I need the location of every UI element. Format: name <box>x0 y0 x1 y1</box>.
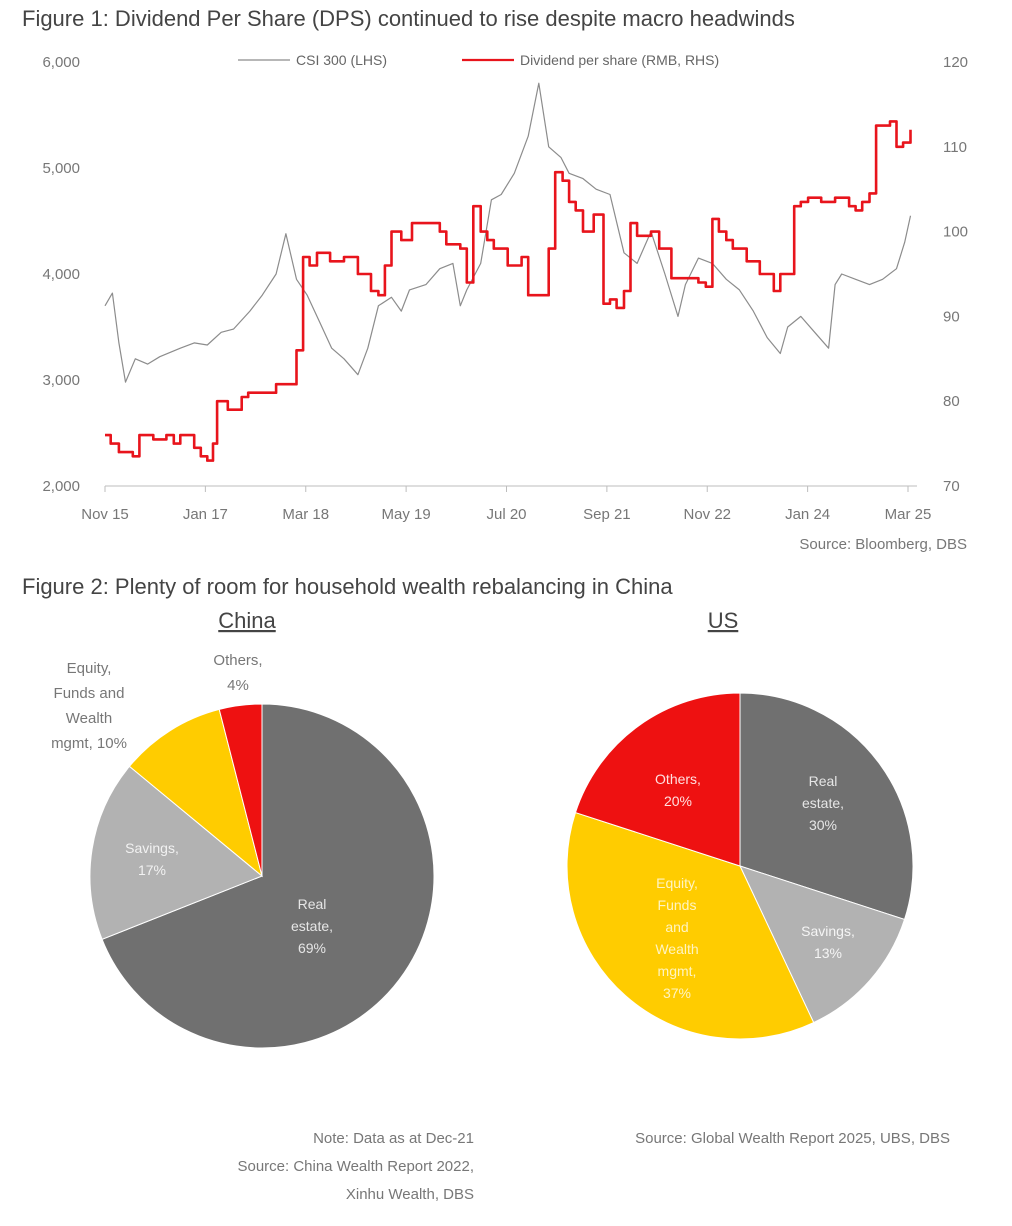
x-tick-label: Sep 21 <box>583 506 631 523</box>
figure1-source: Source: Bloomberg, DBS <box>799 536 967 553</box>
x-tick-label: May 19 <box>382 506 431 523</box>
china-slice-others <box>218 703 263 877</box>
y-right-tick-label: 90 <box>943 308 960 325</box>
china-label-equity: mgmt, 10% <box>51 735 127 752</box>
us-label-equity: mgmt, <box>658 963 697 979</box>
y-right-tick-label: 120 <box>943 54 968 71</box>
y-right-tick-label: 80 <box>943 393 960 410</box>
x-tick-label: Jan 24 <box>785 506 830 523</box>
china-note-line: Xinhu Wealth, DBS <box>346 1186 474 1203</box>
dps-series-line <box>105 120 912 462</box>
china-pie-chart: China Real estate, 69% Savings, 17% Equity, Fun… <box>51 608 474 1203</box>
us-label-equity: 37% <box>663 985 691 1001</box>
x-tick-label: Nov 22 <box>683 506 731 523</box>
us-label-real-estate: 30% <box>809 817 837 833</box>
x-tick-label: Mar 25 <box>885 506 932 523</box>
us-source: Source: Global Wealth Report 2025, UBS, … <box>635 1130 950 1147</box>
y-left-tick-label: 6,000 <box>42 54 80 71</box>
x-tick-label: Jan 17 <box>183 506 228 523</box>
y-right-tick-label: 110 <box>943 139 967 156</box>
us-label-equity: Wealth <box>655 941 698 957</box>
us-label-savings: Savings, <box>801 923 855 939</box>
china-label-savings: 17% <box>138 862 166 878</box>
us-label-real-estate: estate, <box>802 795 844 811</box>
china-note-line: Note: Data as at Dec-21 <box>313 1130 474 1147</box>
us-pie-chart: US Real estate, 30% Savings, 13% Equity, Funds a… <box>566 608 950 1147</box>
figure1-title: Figure 1: Dividend Per Share (DPS) conti… <box>22 6 795 31</box>
x-tick-label: Jul 20 <box>486 506 526 523</box>
csi300-series-line <box>104 82 912 383</box>
y-left-tick-label: 2,000 <box>42 478 80 495</box>
y-right-tick-label: 70 <box>943 478 960 495</box>
china-slice-equity <box>128 708 263 878</box>
china-note-line: Source: China Wealth Report 2022, <box>237 1158 474 1175</box>
china-label-real-estate: estate, <box>291 918 333 934</box>
x-tick-label: Nov 15 <box>81 506 129 523</box>
china-label-others: 4% <box>227 677 249 694</box>
us-slice-others <box>574 692 741 867</box>
y-left-tick-label: 3,000 <box>42 372 80 389</box>
china-label-equity: Funds and <box>54 685 125 702</box>
legend-label-dps: Dividend per share (RMB, RHS) <box>520 52 719 68</box>
figure2-title: Figure 2: Plenty of room for household w… <box>22 574 673 599</box>
y-left-tick-label: 5,000 <box>42 160 80 177</box>
us-pie-title: US <box>708 608 739 633</box>
us-label-equity: Funds <box>658 897 697 913</box>
china-label-real-estate: 69% <box>298 940 326 956</box>
us-label-real-estate: Real <box>809 773 838 789</box>
dps-line-chart: 2,000 3,000 4,000 5,000 6,000 70 80 90 100 110 120… <box>42 52 968 553</box>
y-right-tick-label: 100 <box>943 224 968 241</box>
china-label-real-estate: Real <box>298 896 327 912</box>
china-slice-real-estate <box>101 703 435 1049</box>
us-slice-savings <box>739 865 906 1024</box>
x-tick-label: Mar 18 <box>282 506 329 523</box>
china-label-equity: Equity, <box>67 660 112 677</box>
china-pie-title: China <box>218 608 276 633</box>
us-label-others: 20% <box>664 793 692 809</box>
legend-label-csi300: CSI 300 (LHS) <box>296 52 387 68</box>
us-label-others: Others, <box>655 771 701 787</box>
china-slice-savings <box>89 765 263 940</box>
us-label-equity: and <box>665 919 688 935</box>
china-label-savings: Savings, <box>125 840 179 856</box>
us-label-equity: Equity, <box>656 875 698 891</box>
us-slice-equity <box>566 811 815 1040</box>
y-left-tick-label: 4,000 <box>42 266 80 283</box>
china-label-others: Others, <box>213 652 262 669</box>
china-label-equity: Wealth <box>66 710 112 727</box>
us-slice-real-estate <box>739 692 914 921</box>
us-label-savings: 13% <box>814 945 842 961</box>
